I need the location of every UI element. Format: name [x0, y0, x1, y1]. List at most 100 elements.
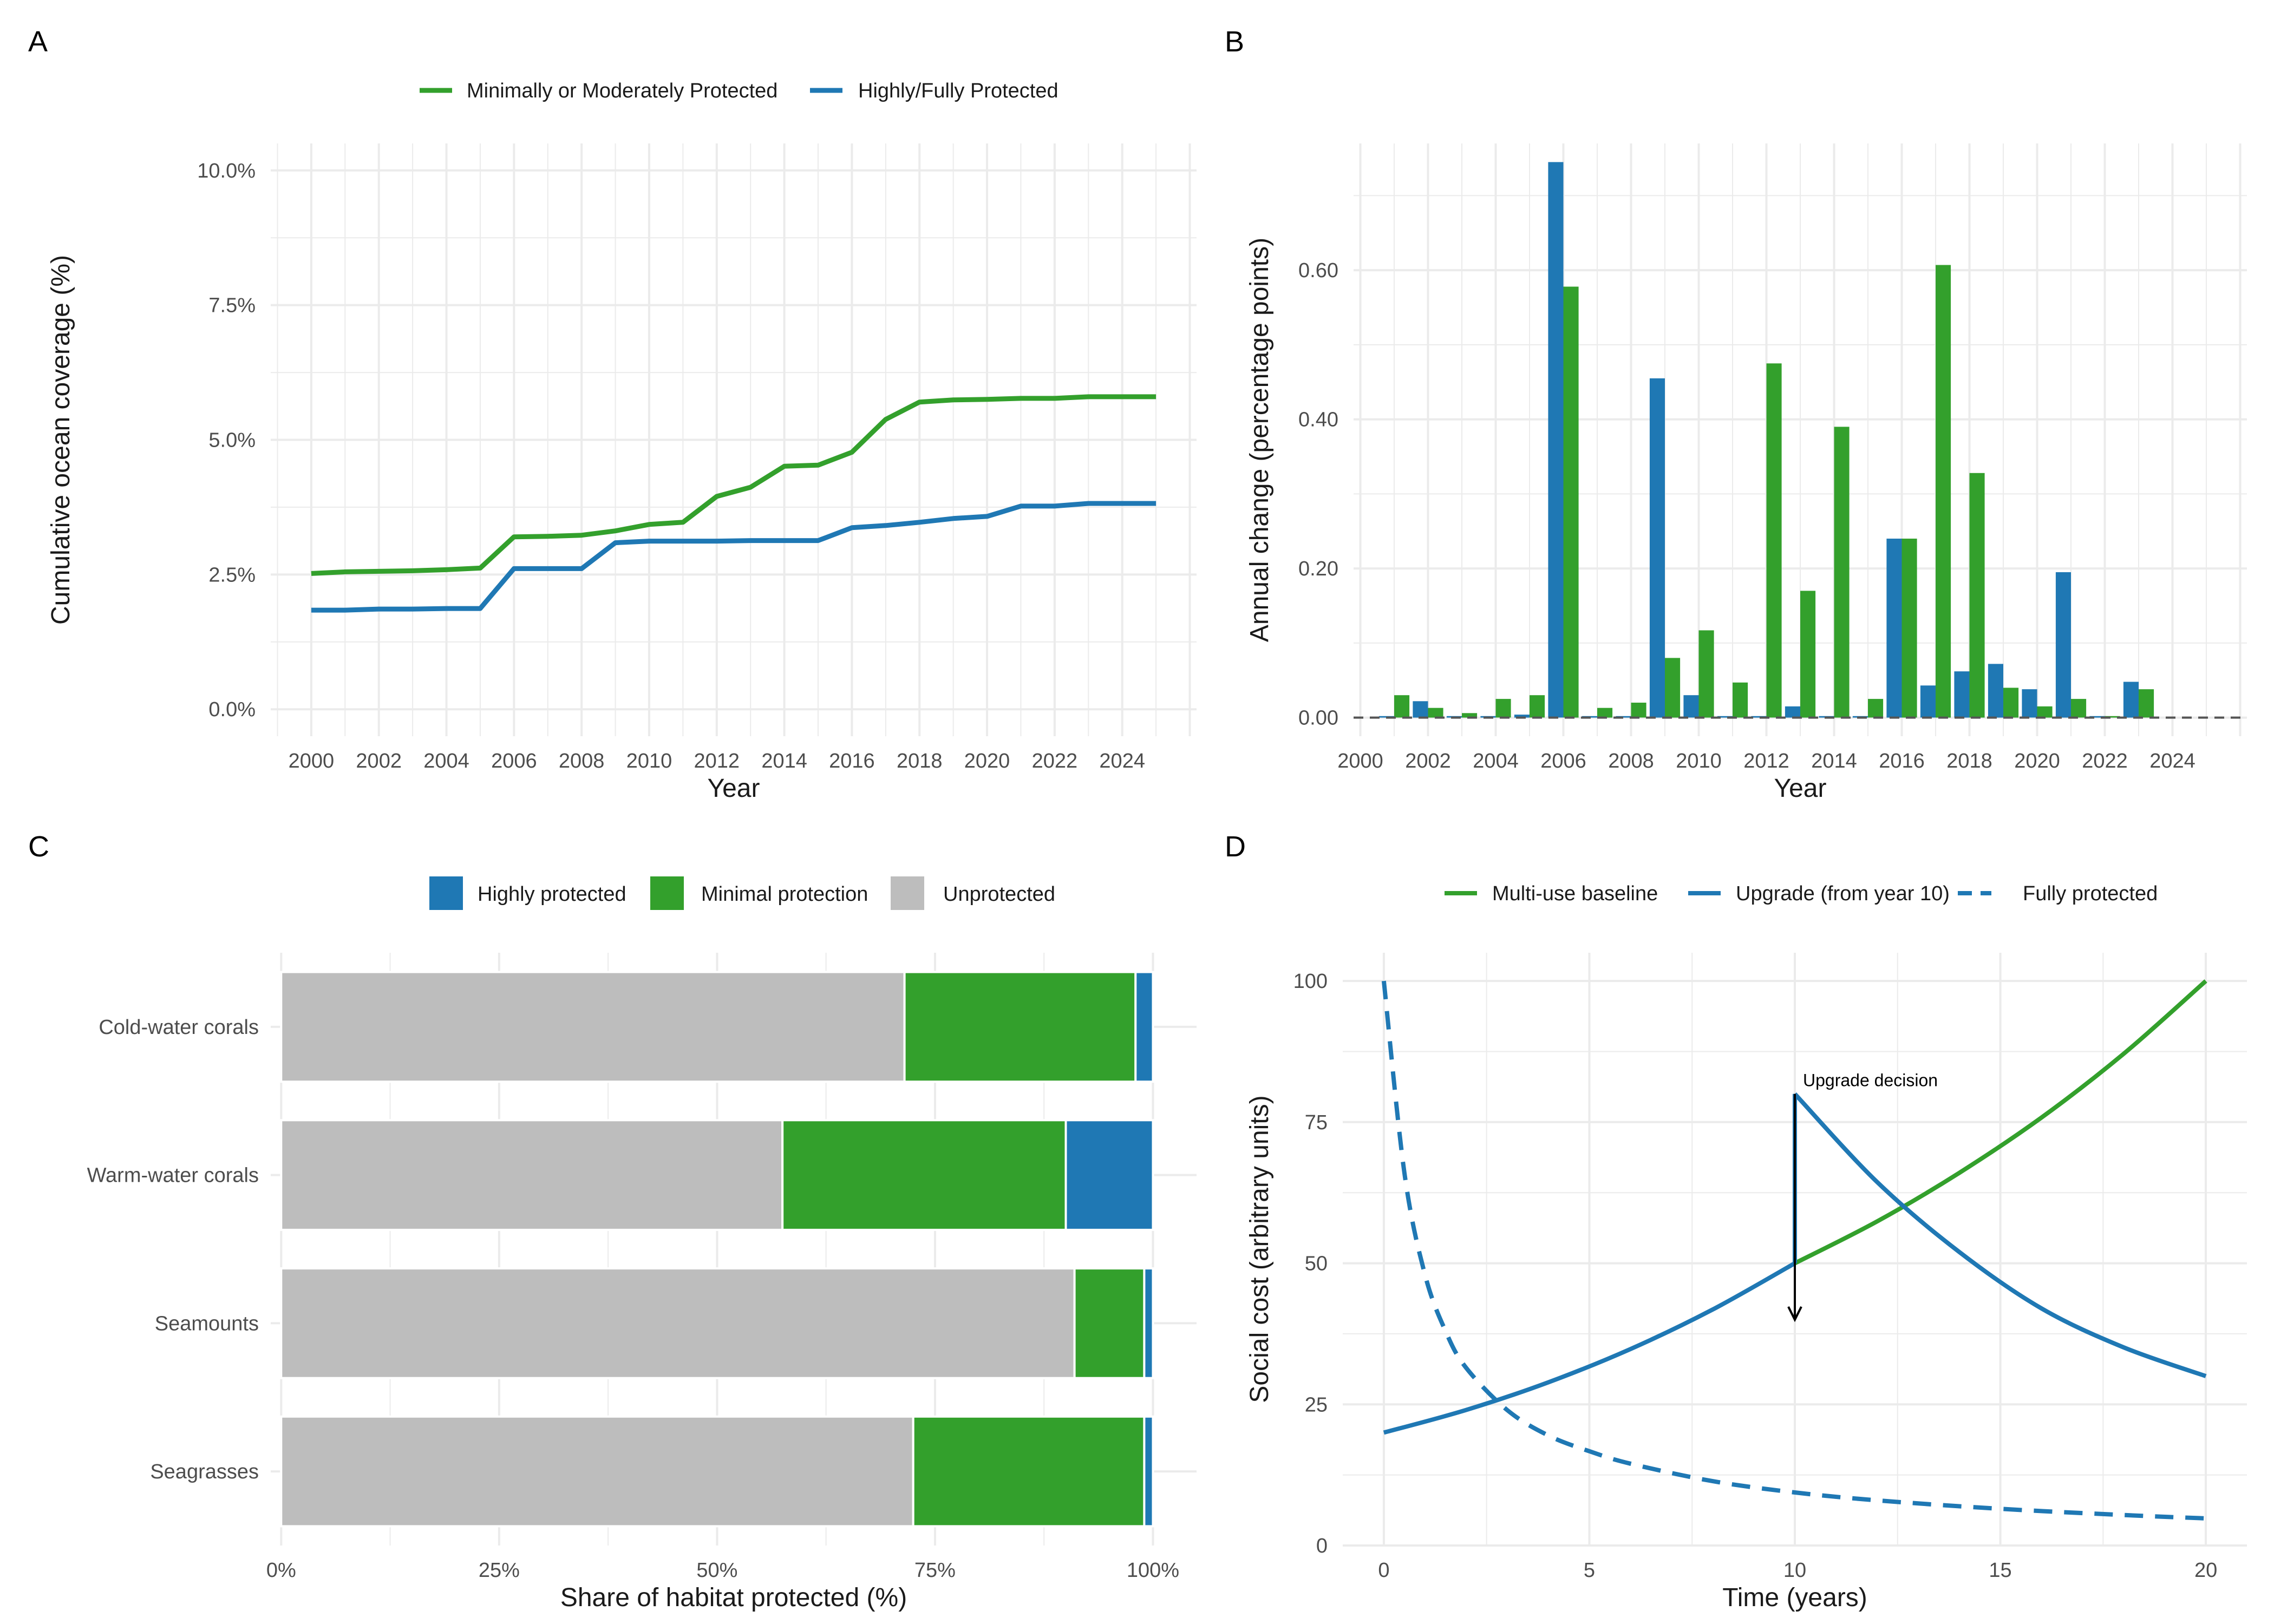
y-tick-label: 100 [1293, 970, 1328, 993]
legend-label: Minimal protection [701, 883, 868, 906]
bar-highly-fully [1717, 716, 1733, 718]
bar-minimal-moderate [1800, 591, 1816, 718]
x-axis-title: Year [708, 774, 760, 803]
bar-segment-minimal-protection [1073, 1267, 1146, 1379]
x-tick-label: 25% [479, 1559, 520, 1582]
y-tick-label: 5.0% [208, 429, 256, 452]
y-axis-title: Cumulative ocean coverage (%) [47, 255, 75, 625]
bar-highly-fully [1413, 701, 1428, 718]
y-tick-label: 0 [1316, 1535, 1328, 1557]
x-tick-label: 2022 [2082, 750, 2128, 772]
series-line-minimal-moderate [311, 394, 1156, 576]
x-tick-label: 2008 [559, 750, 605, 772]
y-tick-label: 2.5% [208, 564, 256, 586]
x-tick-label: 2024 [2149, 750, 2195, 772]
bar-minimal-moderate [2071, 699, 2087, 718]
panel-d: D 0 25 50 75 100 0 5 10 15 20 Time (years) Social co… [1225, 830, 2247, 1612]
x-axis-title: Share of habitat protected (%) [560, 1583, 907, 1612]
bar-segment-unprotected [280, 1119, 784, 1231]
y-tick-label: 0.60 [1298, 259, 1338, 282]
panel-c: C 0% 25% 50% 75% 100% Share of habitat protect… [28, 830, 1197, 1612]
legend-label: Highly protected [478, 883, 626, 906]
x-tick-label: 2000 [1337, 750, 1383, 772]
bar-segment-highly-protected [1064, 1119, 1154, 1231]
bar-highly-fully [1886, 539, 1902, 718]
x-tick-label: 2004 [423, 750, 469, 772]
x-tick-label: 50% [696, 1559, 737, 1582]
bar-minimal-moderate [1665, 658, 1681, 718]
legend-label: Upgrade (from year 10) [1736, 882, 1950, 905]
bar-minimal-moderate [2139, 689, 2154, 718]
annotation-arrow-head [1787, 1306, 1802, 1322]
panel-label: C [28, 830, 49, 863]
bar-minimal-moderate [1495, 699, 1511, 718]
annotation-label: Upgrade decision [1803, 1071, 1938, 1090]
legend-label: Multi-use baseline [1492, 882, 1658, 905]
y-tick-label: 25 [1305, 1393, 1328, 1416]
x-tick-label: 2024 [1099, 750, 1145, 772]
gridlines [1343, 953, 2247, 1547]
bar-segment-unprotected [280, 971, 906, 1083]
y-tick-label: 0.00 [1298, 707, 1338, 730]
bar-minimal-moderate [1563, 286, 1579, 718]
x-tick-label: 20 [2194, 1559, 2217, 1582]
category-label: Warm-water corals [87, 1164, 259, 1187]
bar-minimal-moderate [1462, 713, 1478, 718]
bar-minimal-moderate [2003, 687, 2019, 718]
x-tick-label: 2018 [1946, 750, 1992, 772]
bar-minimal-moderate [1530, 695, 1545, 718]
x-axis-title: Year [1774, 774, 1827, 803]
panel-a: A 0.0% 2.5% 5.0% 7.5% 10.0% 2000 2002 2004 2006 20… [28, 25, 1197, 803]
legend-label: Highly/Fully Protected [858, 80, 1058, 102]
bar-highly-fully [1616, 716, 1631, 718]
x-axis-title: Time (years) [1722, 1583, 1867, 1612]
x-tick-label: 2022 [1032, 750, 1078, 772]
x-tick-label: 2012 [694, 750, 740, 772]
bar-highly-fully [2022, 689, 2037, 718]
bar-segment-minimal-protection [781, 1119, 1067, 1231]
y-tick-label: 10.0% [197, 160, 256, 182]
y-axis-title: Annual change (percentage points) [1245, 238, 1274, 642]
bar-minimal-moderate [1868, 699, 1884, 718]
bar-highly-fully [1954, 671, 1970, 718]
bar-highly-fully [1514, 715, 1530, 718]
x-tick-label: 0 [1378, 1559, 1389, 1582]
x-tick-label: 2006 [1540, 750, 1586, 772]
x-tick-label: 2002 [356, 750, 402, 772]
x-tick-label: 2014 [1811, 750, 1857, 772]
legend: Highly protected Minimal protection Unprot… [429, 876, 1055, 910]
bar-minimal-moderate [1901, 539, 1917, 718]
x-tick-label: 10 [1783, 1559, 1806, 1582]
x-tick-label: 100% [1127, 1559, 1179, 1582]
x-tick-label: 2010 [1676, 750, 1722, 772]
x-tick-label: 2006 [491, 750, 537, 772]
x-tick-label: 15 [1989, 1559, 2011, 1582]
x-tick-label: 2010 [626, 750, 672, 772]
bar-minimal-moderate [1969, 473, 1985, 718]
x-tick-label: 2018 [897, 750, 943, 772]
bar-minimal-moderate [1394, 695, 1410, 718]
bar-minimal-moderate [1733, 682, 1748, 718]
bar-highly-fully [1683, 695, 1699, 718]
x-tick-label: 2002 [1405, 750, 1451, 772]
category-label: Cold-water corals [99, 1016, 259, 1039]
bar-minimal-moderate [1597, 708, 1613, 718]
x-tick-label: 5 [1584, 1559, 1595, 1582]
y-tick-label: 0.0% [208, 698, 256, 721]
bar-segment-highly-protected [1134, 971, 1154, 1083]
bar-highly-fully [1920, 685, 1936, 718]
legend: Minimally or Moderately Protected Highly/… [420, 80, 1058, 102]
y-axis-title: Social cost (arbitrary units) [1245, 1095, 1274, 1403]
bar-segment-unprotected [280, 1415, 914, 1528]
bar-minimal-moderate [2105, 716, 2120, 718]
bar-minimal-moderate [1766, 363, 1782, 718]
bar-highly-fully [2089, 716, 2105, 718]
panel-b: B 0.00 0.20 0.40 0.60 2000 2002 2004 2006 2008 201… [1225, 25, 2247, 803]
bar-minimal-moderate [1428, 708, 1443, 718]
y-tick-label: 0.40 [1298, 409, 1338, 431]
x-tick-label: 2008 [1608, 750, 1654, 772]
y-tick-label: 7.5% [208, 294, 256, 317]
bar-segment-unprotected [280, 1267, 1076, 1379]
bar-minimal-moderate [1698, 630, 1714, 718]
x-tick-label: 0% [266, 1559, 296, 1582]
